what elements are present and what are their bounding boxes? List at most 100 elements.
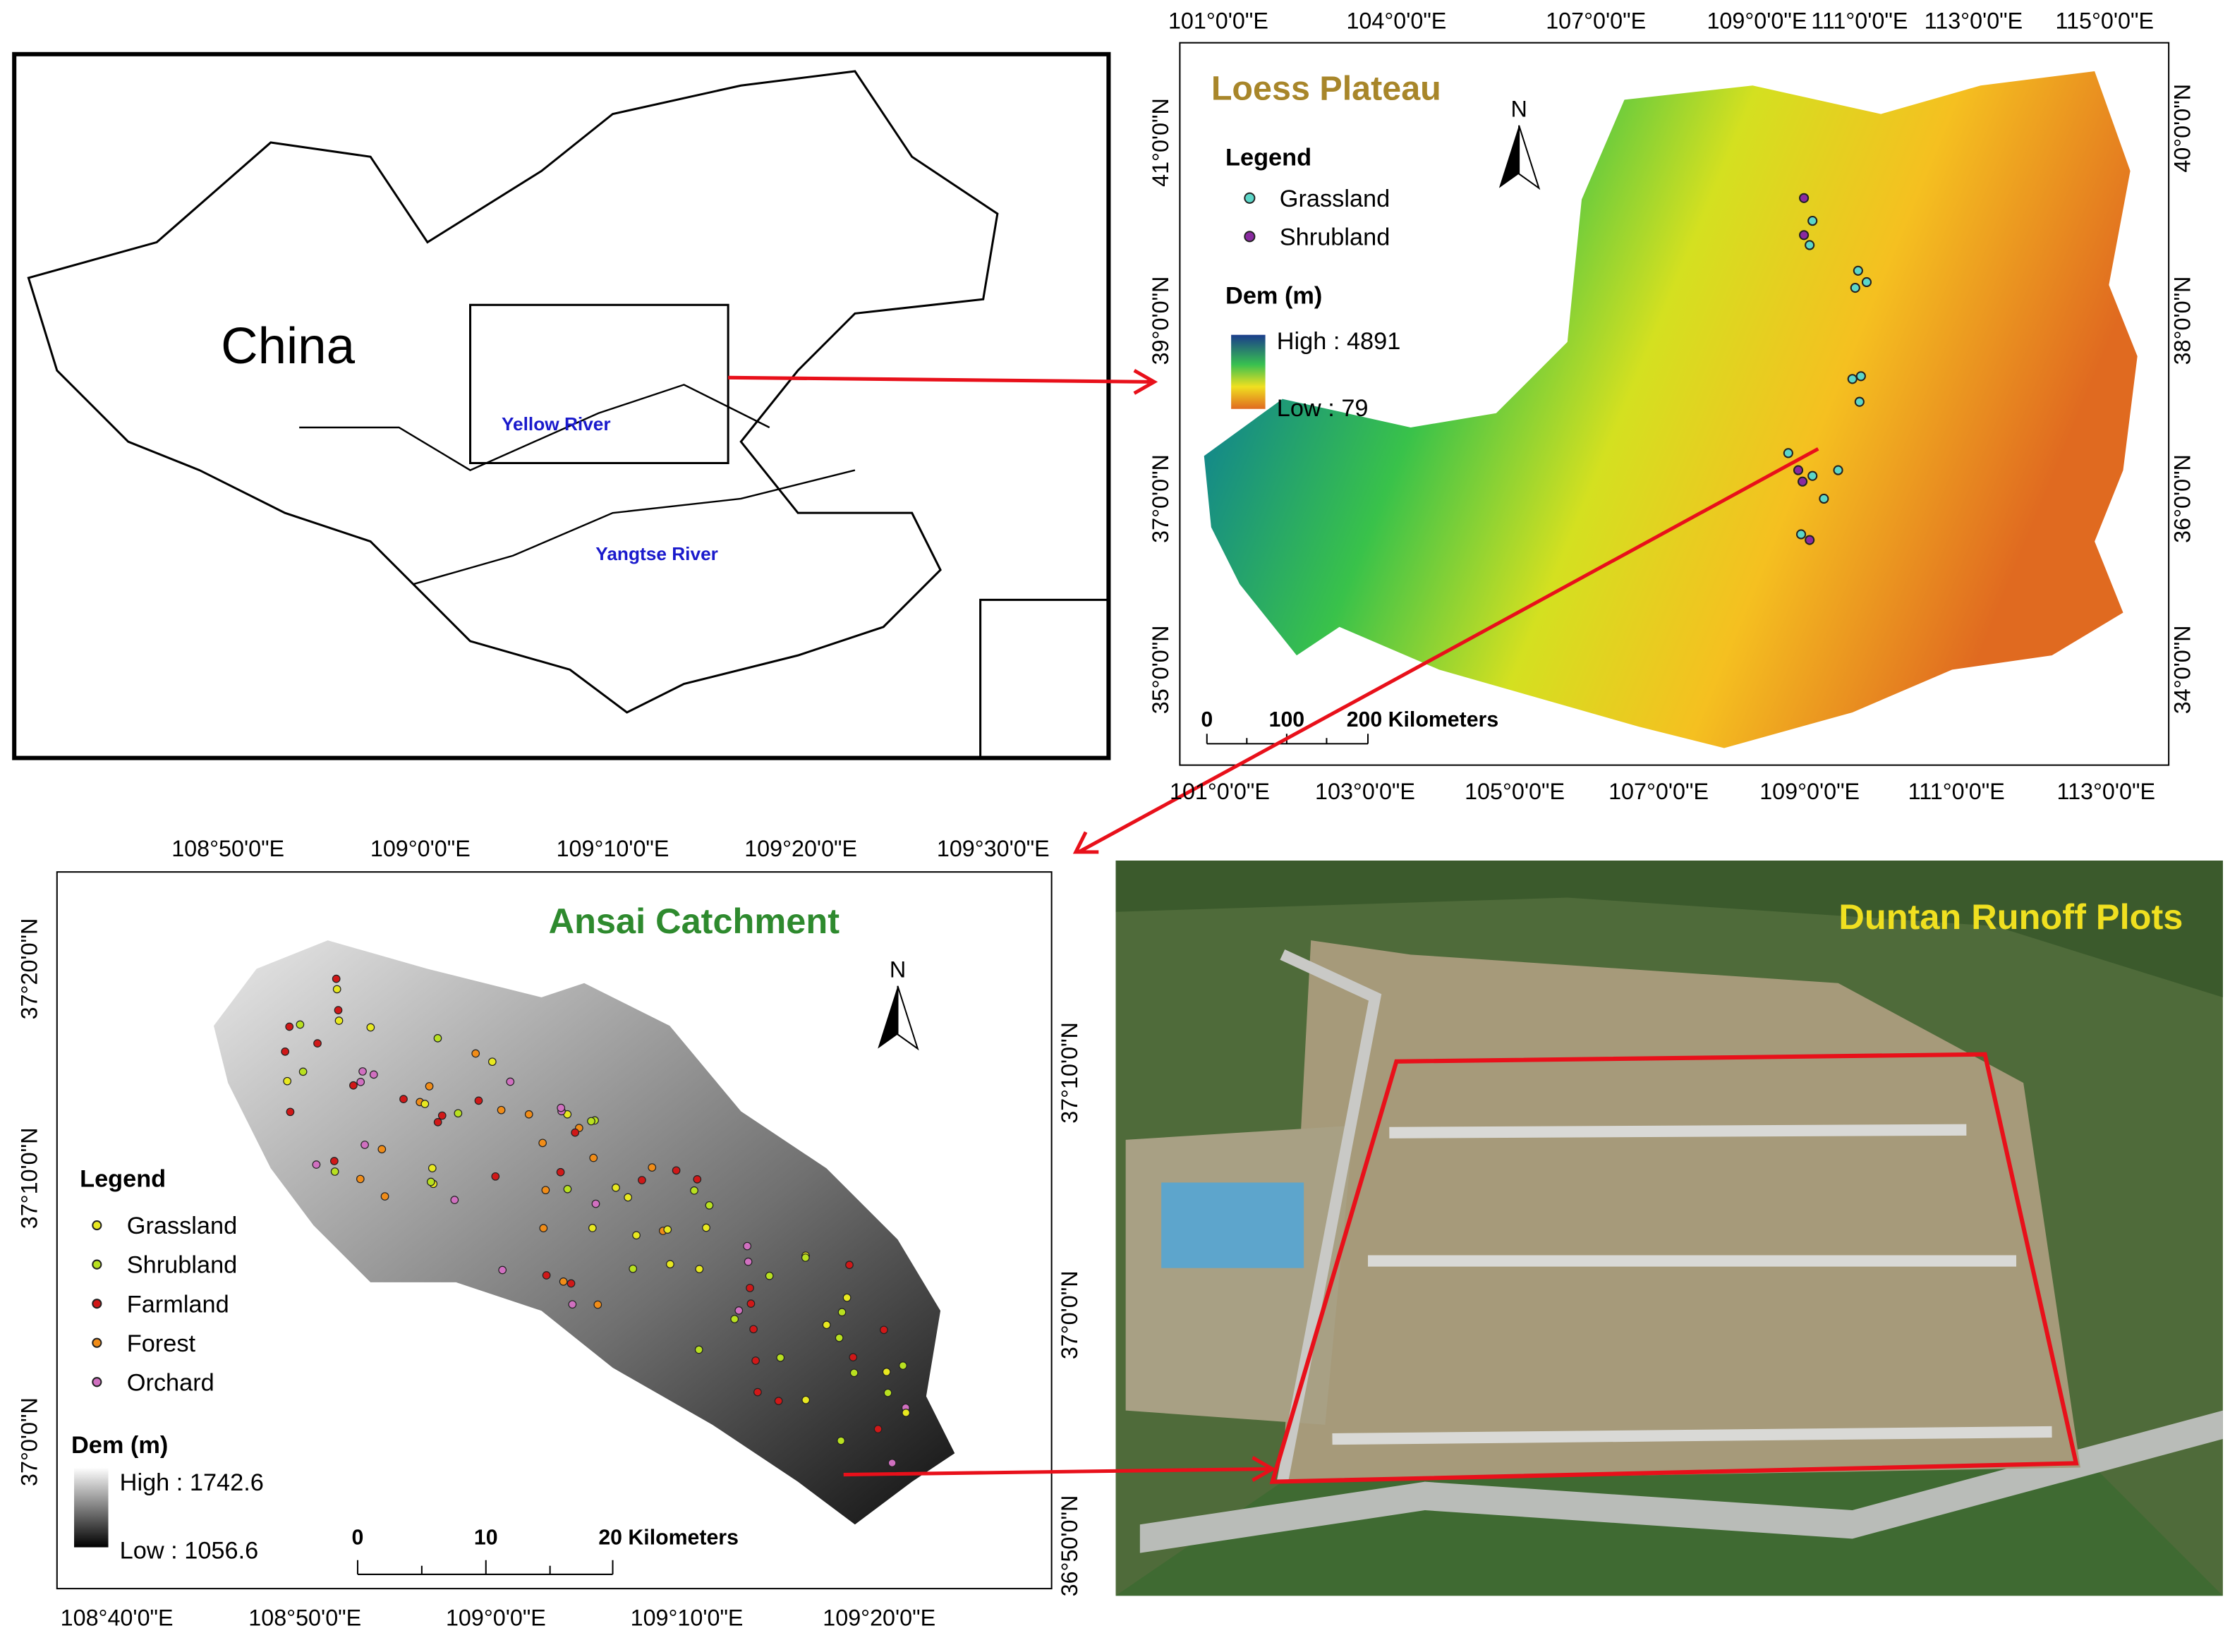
site-marker: [568, 1300, 577, 1309]
dem-title: Dem (m): [71, 1432, 168, 1459]
site-marker: [591, 1199, 600, 1208]
site-marker: [428, 1164, 437, 1172]
legend-title: Legend: [1225, 144, 1311, 171]
legend-item: Grassland: [127, 1213, 237, 1239]
dem-high: High : 1742.6: [120, 1469, 264, 1496]
site-marker: [380, 1192, 389, 1201]
legend-symbol: [92, 1377, 102, 1387]
coordinate-label: 103°0'0"E: [1315, 779, 1415, 804]
site-marker: [1805, 240, 1815, 250]
site-marker: [332, 974, 341, 983]
site-marker: [1805, 535, 1815, 545]
coordinate-label: 38°0'0"N: [2169, 277, 2195, 365]
legend-symbol: [92, 1299, 102, 1309]
coordinate-label: 37°10'0"N: [17, 1128, 42, 1229]
site-marker: [1850, 282, 1860, 293]
coordinate-label: 36°50'0"N: [1057, 1495, 1082, 1597]
coordinate-label: 108°50'0"E: [248, 1605, 361, 1631]
site-marker: [433, 1034, 442, 1043]
coordinate-label: 37°10'0"N: [1057, 1022, 1082, 1124]
site-marker: [666, 1260, 674, 1269]
site-marker: [334, 1016, 344, 1025]
site-marker: [849, 1353, 858, 1361]
site-marker: [1819, 493, 1829, 504]
legend-item: Forest: [127, 1330, 196, 1357]
legend-symbol: [92, 1220, 102, 1231]
site-marker: [588, 1224, 597, 1232]
site-marker: [693, 1174, 702, 1184]
site-marker: [360, 1141, 369, 1149]
site-marker: [638, 1176, 646, 1184]
duntan-panel: Duntan Runoff Plots: [1115, 861, 2223, 1596]
site-marker: [902, 1409, 911, 1417]
coordinate-label: 111°0'0"E: [1908, 779, 2005, 804]
site-marker: [366, 1023, 375, 1032]
dem-low: Low : 1056.6: [120, 1538, 259, 1565]
site-marker: [563, 1184, 572, 1194]
site-marker: [1855, 371, 1866, 382]
site-marker: [377, 1145, 387, 1154]
arrows: [728, 368, 1819, 1482]
site-marker: [487, 1057, 497, 1067]
site-marker: [450, 1196, 459, 1204]
site-marker: [330, 1167, 339, 1176]
site-marker: [835, 1333, 844, 1342]
scale-label: 200 Kilometers: [1347, 708, 1498, 731]
site-marker: [356, 1174, 365, 1184]
site-marker: [734, 1306, 744, 1315]
coordinate-label: 107°0'0"E: [1546, 8, 1646, 33]
site-marker: [296, 1020, 305, 1029]
coordinate-label: 109°0'0"E: [1759, 779, 1860, 804]
site-marker: [283, 1076, 292, 1086]
site-marker: [1793, 465, 1804, 475]
site-marker: [571, 1128, 580, 1137]
coordinate-label: 36°0'0"N: [2169, 454, 2195, 543]
site-marker: [358, 1067, 367, 1076]
dem-low: Low : 79: [1277, 395, 1369, 422]
site-marker: [471, 1049, 480, 1058]
site-marker: [753, 1387, 762, 1397]
site-marker: [801, 1253, 810, 1262]
site-marker: [743, 1241, 752, 1251]
legend-item: Grassland: [1280, 186, 1390, 212]
legend-item: Farmland: [127, 1291, 229, 1318]
site-marker: [557, 1103, 566, 1112]
site-marker: [705, 1201, 714, 1210]
north-label: N: [890, 957, 906, 983]
site-marker: [369, 1070, 378, 1079]
site-marker: [538, 1138, 547, 1148]
site-marker: [1847, 374, 1858, 384]
legend-symbol: [92, 1337, 102, 1348]
site-marker: [1833, 465, 1843, 475]
site-marker: [349, 1081, 358, 1090]
site-marker: [648, 1163, 657, 1172]
site-marker: [1853, 265, 1863, 276]
site-marker: [587, 1117, 595, 1126]
coordinate-label: 109°0'0"E: [370, 836, 471, 861]
site-marker: [589, 1153, 598, 1162]
site-marker: [842, 1293, 852, 1302]
site-marker: [286, 1107, 295, 1117]
site-marker: [433, 1117, 442, 1126]
coordinate-label: 109°0'0"E: [446, 1605, 546, 1631]
coordinate-label: 37°0'0"N: [1148, 454, 1173, 543]
site-marker: [873, 1425, 883, 1433]
coordinate-label: 35°0'0"N: [1148, 625, 1173, 714]
scale-label: 0: [1201, 708, 1213, 731]
legend-title: Legend: [80, 1166, 166, 1193]
coordinate-label: 101°0'0"E: [1170, 779, 1270, 804]
site-marker: [765, 1271, 774, 1280]
dem-high: High : 4891: [1277, 328, 1401, 355]
site-marker: [746, 1284, 754, 1292]
site-marker: [1783, 448, 1793, 458]
site-marker: [663, 1225, 672, 1234]
site-marker: [837, 1308, 847, 1317]
site-marker: [356, 1078, 365, 1086]
scale-label: 10: [474, 1526, 498, 1550]
coordinate-label: 37°0'0"N: [1057, 1270, 1082, 1359]
site-marker: [749, 1325, 758, 1334]
site-marker: [849, 1368, 859, 1378]
site-marker: [559, 1277, 568, 1286]
panel-title: Loess Plateau: [1211, 69, 1441, 107]
